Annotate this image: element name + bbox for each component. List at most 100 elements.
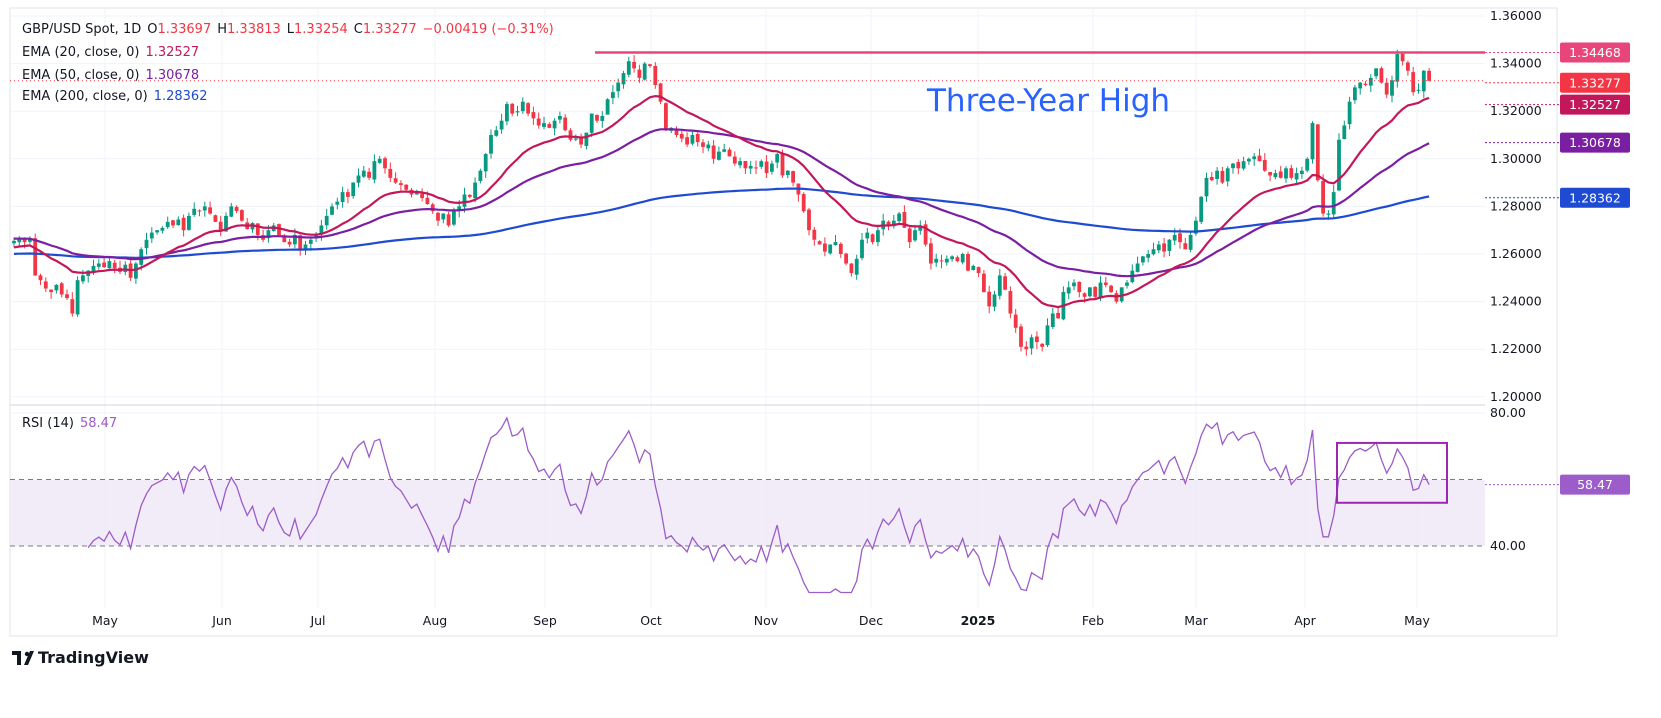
candle bbox=[1220, 166, 1225, 184]
ema50-value: 1.30678 bbox=[145, 68, 200, 83]
candle bbox=[785, 170, 790, 179]
candle-body bbox=[1384, 82, 1389, 95]
candle bbox=[966, 251, 970, 272]
candle-body bbox=[1029, 337, 1034, 349]
candle-body bbox=[229, 206, 234, 217]
resistance-badge-bg bbox=[1560, 42, 1630, 63]
candle bbox=[1347, 96, 1352, 130]
candle bbox=[420, 188, 424, 202]
ema20-badge-bg bbox=[1560, 94, 1630, 115]
candle-body bbox=[526, 103, 530, 114]
candle bbox=[1135, 256, 1140, 273]
candle-body bbox=[944, 258, 949, 263]
close-value: 1.33277 bbox=[362, 22, 417, 37]
candle bbox=[1236, 159, 1241, 175]
time-tick-label: 2025 bbox=[961, 613, 996, 628]
candle bbox=[764, 155, 769, 179]
candle bbox=[1103, 277, 1108, 288]
candle bbox=[992, 290, 997, 312]
candle bbox=[1353, 84, 1357, 104]
candle-body bbox=[929, 243, 933, 264]
tradingview-logo[interactable]: TradingView bbox=[12, 648, 149, 667]
candle-body bbox=[462, 194, 467, 207]
candle-body bbox=[780, 153, 785, 176]
candle-body bbox=[1178, 233, 1182, 243]
candle-body bbox=[510, 103, 515, 114]
candle bbox=[107, 257, 112, 269]
rsi-pane bbox=[10, 416, 1485, 594]
high-value: 1.33813 bbox=[227, 22, 281, 37]
candle-body bbox=[213, 215, 218, 222]
candle-body bbox=[38, 275, 43, 281]
candle-body bbox=[1347, 101, 1352, 125]
candle bbox=[642, 61, 647, 81]
candle-body bbox=[420, 193, 424, 199]
time-axis[interactable]: May Jun Jul Aug Sep Oct Nov Dec 2025 Feb Mar Apr May bbox=[92, 613, 1430, 628]
candle-body bbox=[595, 115, 599, 121]
price-tick-label: 1.36000 bbox=[1490, 8, 1542, 23]
candle-body bbox=[399, 183, 403, 185]
candle-body bbox=[1215, 170, 1219, 179]
close-label: C bbox=[353, 22, 363, 37]
candle-body bbox=[383, 158, 387, 169]
candle-body bbox=[1400, 53, 1405, 62]
rsi-label: RSI (14) bbox=[22, 416, 74, 431]
candle bbox=[473, 177, 477, 203]
candle bbox=[1093, 286, 1098, 300]
price-axis[interactable]: 1.36000 1.34000 1.32000 1.30000 1.28000 1.260… bbox=[1490, 8, 1542, 553]
price-tick-label: 1.32000 bbox=[1490, 103, 1542, 118]
price-tick-label: 1.22000 bbox=[1490, 341, 1542, 356]
candle bbox=[1427, 68, 1431, 82]
legend-ema20[interactable]: EMA (20, close, 0) 1.32527 bbox=[22, 45, 205, 60]
candle-body bbox=[876, 230, 880, 243]
legend-ema200[interactable]: EMA (200, close, 0) 1.28362 bbox=[22, 89, 213, 104]
candle bbox=[1384, 78, 1389, 99]
legend-ema50[interactable]: EMA (50, close, 0) 1.30678 bbox=[22, 68, 205, 83]
candle bbox=[1252, 153, 1257, 166]
candle bbox=[372, 154, 377, 184]
candle bbox=[1247, 157, 1251, 165]
candle-body bbox=[738, 161, 742, 166]
open-label: O bbox=[147, 22, 158, 37]
candle bbox=[1125, 280, 1129, 289]
candle-body bbox=[452, 211, 456, 225]
candle-body bbox=[1241, 161, 1246, 169]
candle-body bbox=[1342, 125, 1347, 140]
candle-body bbox=[1225, 168, 1230, 182]
candle bbox=[462, 187, 467, 213]
candle-body bbox=[1098, 282, 1103, 298]
price-tick-label: 1.26000 bbox=[1490, 246, 1542, 261]
low-value: 1.33254 bbox=[294, 22, 348, 37]
candle-body bbox=[1395, 54, 1400, 82]
candle-body bbox=[764, 161, 769, 174]
candle bbox=[144, 232, 149, 255]
candle-body bbox=[748, 165, 753, 169]
ema20-badge: 1.32527 bbox=[1485, 94, 1630, 115]
candle-body bbox=[1204, 177, 1209, 197]
candle-body bbox=[717, 151, 721, 160]
candle-body bbox=[823, 243, 827, 252]
legend-rsi[interactable]: RSI (14) 58.47 bbox=[22, 416, 123, 431]
ema200-line bbox=[13, 187, 1430, 259]
candle-body bbox=[457, 206, 462, 211]
candle bbox=[801, 192, 806, 213]
candle bbox=[277, 223, 281, 236]
candle bbox=[1300, 166, 1304, 179]
candle-body bbox=[997, 275, 1002, 296]
time-tick-label: Feb bbox=[1082, 613, 1104, 628]
candle-body bbox=[483, 154, 488, 172]
candle-body bbox=[1326, 213, 1331, 215]
current-price-badge-text: 1.33277 bbox=[1569, 75, 1621, 90]
candle bbox=[494, 126, 499, 137]
candle bbox=[1368, 74, 1373, 93]
candle bbox=[1241, 156, 1246, 171]
candle bbox=[1215, 167, 1219, 185]
candle-body bbox=[833, 242, 838, 246]
low-label: L bbox=[286, 22, 295, 37]
candle bbox=[1130, 264, 1135, 284]
candle bbox=[1029, 334, 1034, 355]
candle bbox=[907, 226, 912, 249]
candle bbox=[388, 162, 393, 183]
candle bbox=[208, 201, 212, 215]
